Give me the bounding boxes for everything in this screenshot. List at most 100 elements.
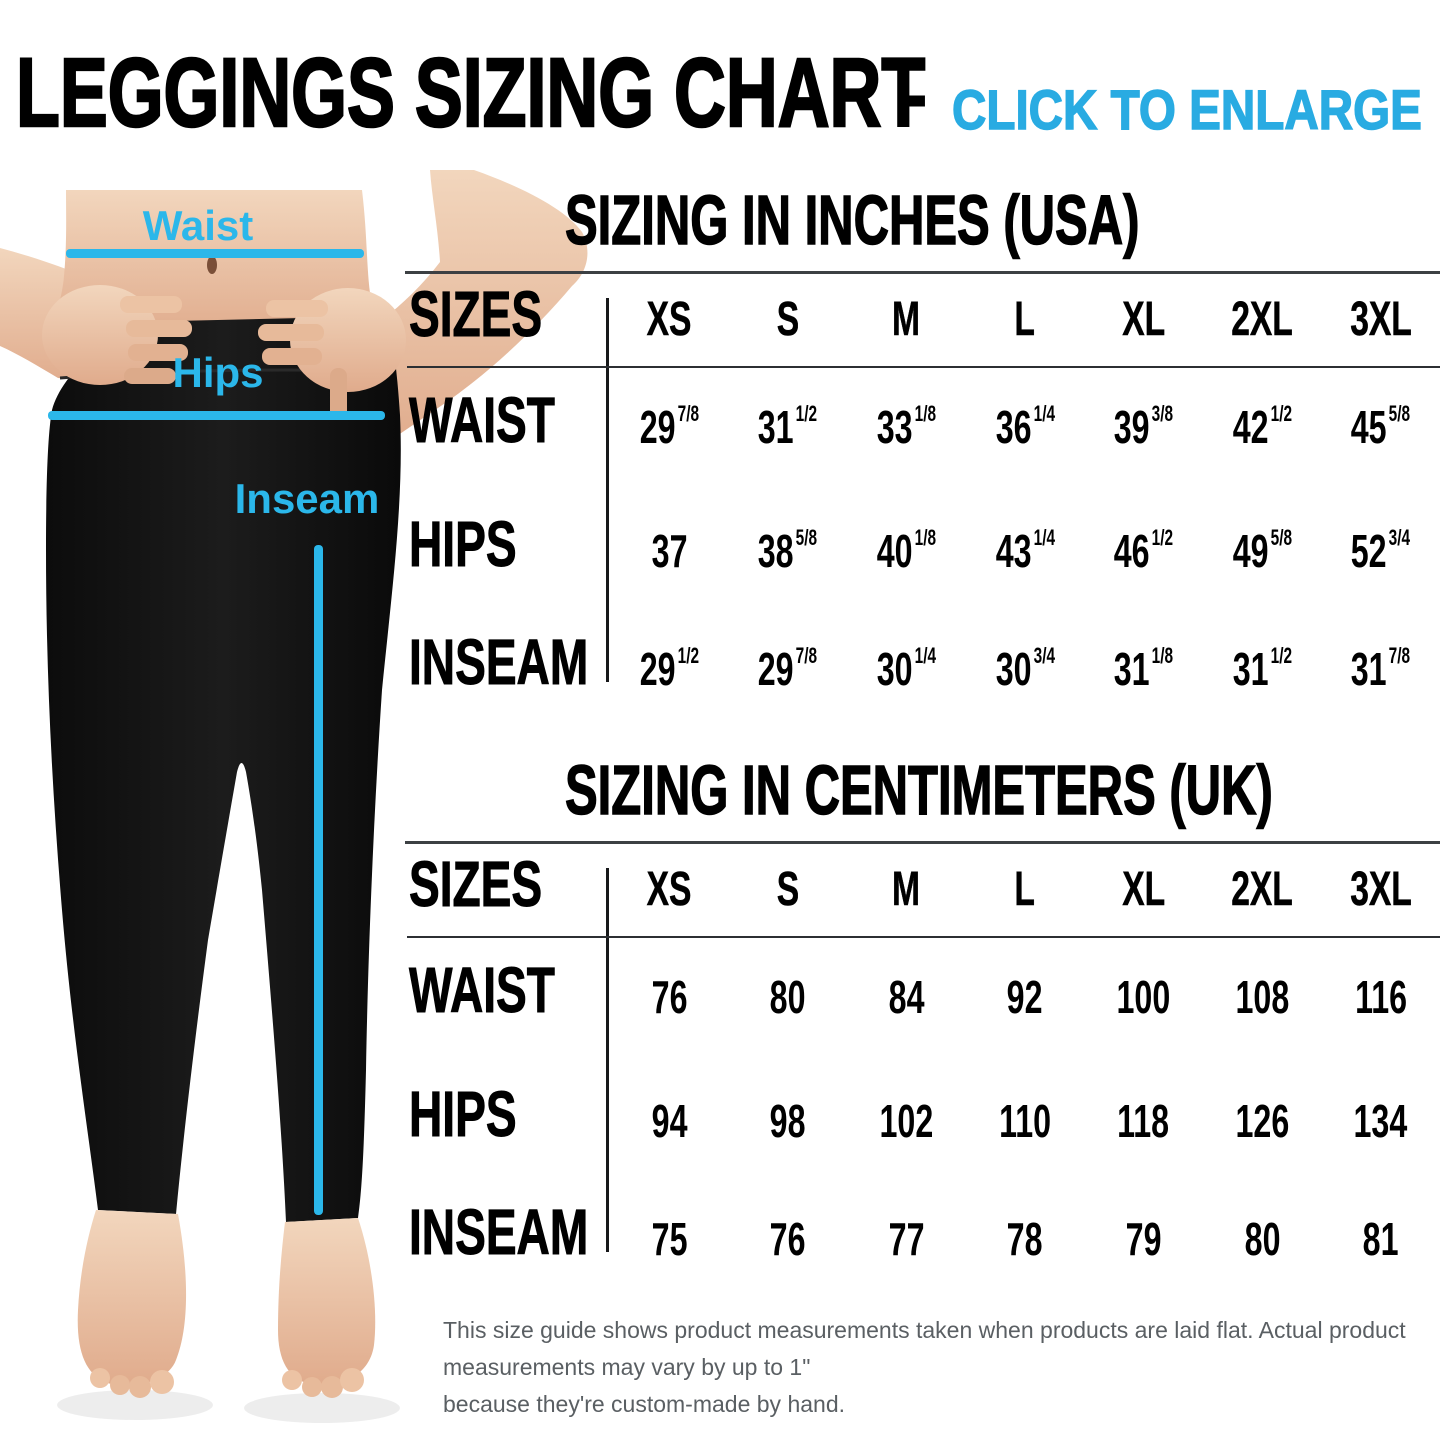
left-toes <box>110 1375 130 1395</box>
measurement-cell: 37 <box>651 525 688 577</box>
measurement-cell: 401/8 <box>876 524 937 577</box>
measurement-cell: 393/8 <box>1113 400 1174 453</box>
measurement-cell: 100 <box>1116 971 1171 1023</box>
measurement-cell: 78 <box>1007 1213 1043 1265</box>
measurement-cell: 80 <box>769 971 806 1023</box>
right-finger <box>266 300 328 317</box>
right-toes <box>282 1370 302 1390</box>
measurement-cell: 108 <box>1235 971 1289 1023</box>
size-column-header: S <box>776 863 800 916</box>
size-column-headers: XS S M L XL 2XL 3XL <box>610 282 1440 344</box>
right-toes <box>302 1377 322 1397</box>
measurement-cell: 75 <box>651 1213 688 1265</box>
measurement-cell: 80 <box>1244 1213 1281 1265</box>
floor-shadow <box>244 1393 400 1423</box>
table-row-hips: HIPS 94 98 102 110 118 126 134 <box>405 1082 1440 1152</box>
measurement-cell: 102 <box>879 1095 934 1147</box>
measurement-cell: 495/8 <box>1232 524 1292 577</box>
right-hand <box>290 288 406 392</box>
measurement-cell: 455/8 <box>1351 400 1411 453</box>
hips-measure-line <box>48 411 385 420</box>
measurement-cell: 303/4 <box>995 642 1055 695</box>
left-toes <box>129 1376 151 1398</box>
row-label: INSEAM <box>409 1196 589 1268</box>
left-toes <box>90 1368 110 1388</box>
table-header-row: SIZES XS S M L XL 2XL 3XL <box>405 852 1440 922</box>
table-title-inches: SIZING IN INCHES (USA) <box>564 181 1140 259</box>
page-title: LEGGINGS SIZING CHART <box>15 38 926 147</box>
measurement-cell: 118 <box>1117 1095 1170 1147</box>
measurement-cell: 92 <box>1007 971 1043 1023</box>
measurement-cell: 297/8 <box>639 400 699 453</box>
size-column-headers: XS S M L XL 2XL 3XL <box>610 852 1440 914</box>
sizes-row-label: SIZES <box>409 278 543 350</box>
leggings <box>46 316 401 1222</box>
measurement-cell: 94 <box>651 1095 688 1147</box>
size-guide-disclaimer: This size guide shows product measuremen… <box>443 1312 1443 1423</box>
measurement-cell: 311/2 <box>1232 642 1292 695</box>
size-column-header: 3XL <box>1349 863 1412 916</box>
right-toes <box>321 1376 343 1398</box>
size-column-header: 2XL <box>1231 863 1293 916</box>
click-to-enlarge-link[interactable]: CLICK TO ENLARGE <box>951 78 1422 141</box>
right-toes <box>340 1368 364 1392</box>
size-column-header: 3XL <box>1349 293 1412 346</box>
row-label: WAIST <box>409 954 556 1026</box>
measurement-cell: 331/8 <box>876 400 937 453</box>
size-column-header: L <box>1014 863 1036 916</box>
right-foot <box>278 1218 376 1386</box>
sizes-row-label: SIZES <box>409 848 543 920</box>
right-finger <box>258 324 324 341</box>
sizing-table-centimeters: SIZING IN CENTIMETERS (UK) SIZES XS S M L XL… <box>405 754 1440 1320</box>
size-column-header: XL <box>1122 293 1166 346</box>
column-separator-line <box>606 868 609 1252</box>
left-finger <box>124 368 176 384</box>
size-column-header: M <box>892 863 921 916</box>
table-title-centimeters: SIZING IN CENTIMETERS (UK) <box>564 751 1273 829</box>
row-label: WAIST <box>409 384 556 456</box>
measurement-cell: 431/4 <box>995 524 1055 577</box>
measurement-cell: 523/4 <box>1351 524 1411 577</box>
column-separator-line <box>606 298 609 682</box>
left-finger <box>126 320 192 337</box>
measurement-cell: 134 <box>1353 1095 1408 1147</box>
measurement-cell: 126 <box>1235 1095 1289 1147</box>
sizing-table-inches: SIZING IN INCHES (USA) SIZES XS S M L XL 2XL 3… <box>405 184 1440 750</box>
floor-shadow <box>57 1390 213 1420</box>
table-row-waist: WAIST 76 80 84 92 100 108 116 <box>405 958 1440 1028</box>
size-column-header: XS <box>646 863 692 916</box>
measurement-cell: 79 <box>1125 1213 1162 1265</box>
measurement-cell: 311/8 <box>1113 642 1174 695</box>
size-column-header: XS <box>646 293 692 346</box>
divider-line <box>407 936 1440 938</box>
table-header-row: SIZES XS S M L XL 2XL 3XL <box>405 282 1440 352</box>
measurement-cell: 297/8 <box>758 642 818 695</box>
measurement-cell: 317/8 <box>1351 642 1411 695</box>
measurement-cell: 361/4 <box>995 400 1055 453</box>
left-hand <box>42 285 158 385</box>
size-column-header: XL <box>1122 863 1166 916</box>
divider-line <box>405 271 1440 274</box>
inseam-figure-label: Inseam <box>234 475 380 522</box>
hips-figure-label: Hips <box>172 349 264 396</box>
size-column-header: 2XL <box>1231 293 1293 346</box>
row-label: INSEAM <box>409 626 589 698</box>
measurement-cell: 81 <box>1362 1213 1399 1265</box>
measurement-cell: 110 <box>999 1095 1051 1147</box>
inseam-measure-line <box>314 545 323 1215</box>
measurement-cell: 77 <box>888 1213 925 1265</box>
waist-measure-line <box>66 249 364 258</box>
measurement-cell: 76 <box>651 971 688 1023</box>
size-column-header: S <box>776 293 800 346</box>
table-row-inseam: INSEAM 291/2 297/8 301/4 303/4 311/8 311/2 317… <box>405 630 1440 700</box>
size-column-header: L <box>1014 293 1036 346</box>
title-separator: - <box>898 43 929 145</box>
navel <box>207 256 217 274</box>
disclaimer-line: This size guide shows product measuremen… <box>443 1317 1406 1380</box>
waist-figure-label: Waist <box>142 202 254 249</box>
disclaimer-line: because they're custom-made by hand. <box>443 1391 846 1417</box>
measurement-cell: 385/8 <box>758 524 818 577</box>
divider-line <box>407 366 1440 368</box>
right-finger <box>262 348 322 365</box>
